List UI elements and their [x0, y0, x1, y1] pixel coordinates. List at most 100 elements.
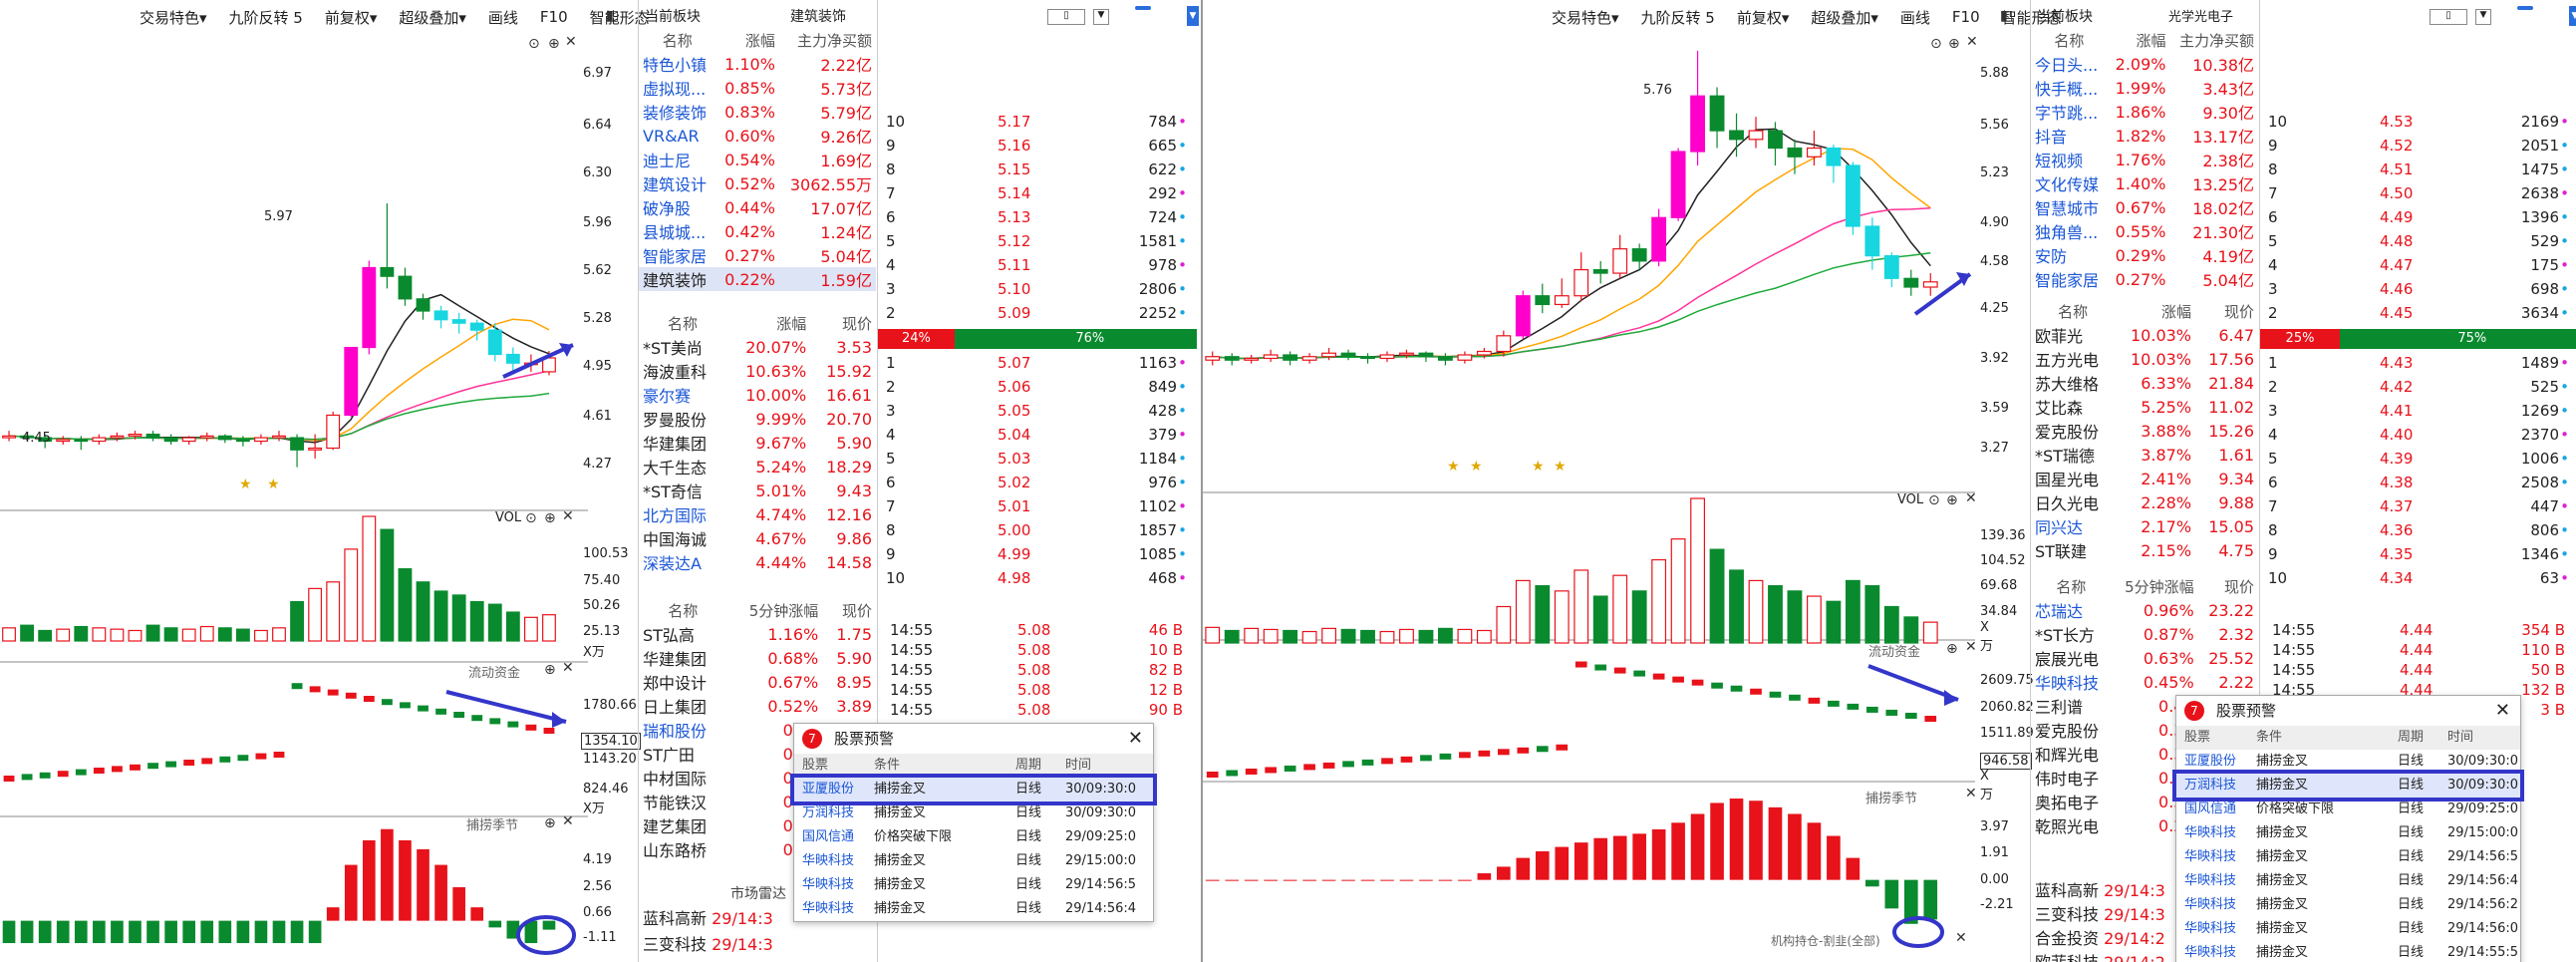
table-row[interactable]: 国星光电 2.41% 9.34: [2031, 467, 2258, 490]
settings-icon[interactable]: ⊙: [525, 510, 537, 526]
bid-row[interactable]: 10 4.98 468 •: [878, 566, 1197, 590]
table-row[interactable]: *ST奇信 5.01% 9.43: [639, 479, 876, 502]
table-row[interactable]: 破净股 0.44% 17.07亿: [639, 195, 876, 219]
info-icon[interactable]: ▯: [1047, 9, 1085, 25]
radar-row[interactable]: 合金投资 29/14:2: [2035, 929, 2165, 948]
column-header[interactable]: 现价: [2223, 302, 2254, 321]
column-header[interactable]: 名称: [662, 31, 693, 50]
alert-row[interactable]: 华映科技 捕捞金叉 日线 29/14:56:2: [2176, 893, 2520, 917]
toolbar-fuquan[interactable]: 前复权▾: [1736, 8, 1790, 27]
bid-row[interactable]: 6 4.38 2508 •: [2260, 471, 2576, 494]
ask-row[interactable]: 2 5.09 2252 •: [878, 301, 1197, 325]
close-icon[interactable]: ✕: [2494, 700, 2510, 721]
table-row[interactable]: 豪尔赛 10.00% 16.61: [639, 383, 876, 407]
table-row[interactable]: ST联建 2.15% 4.75: [2031, 538, 2258, 562]
table-row[interactable]: 智能家居 0.27% 5.04亿: [2031, 267, 2258, 291]
left-kline-chart[interactable]: ★ ★: [0, 30, 588, 962]
table-row[interactable]: 同兴达 2.17% 15.05: [2031, 514, 2258, 538]
add-icon[interactable]: ⊕: [1946, 492, 1958, 508]
table-row[interactable]: 迪士尼 0.54% 1.69亿: [639, 148, 876, 171]
column-header[interactable]: 名称: [2054, 31, 2085, 50]
table-row[interactable]: *ST瑞德 3.87% 1.61: [2031, 443, 2258, 467]
add-watchlist-button[interactable]: [1135, 6, 1151, 10]
ask-row[interactable]: 4 5.11 978 •: [878, 253, 1197, 277]
close-icon[interactable]: ✕: [1965, 786, 1977, 802]
table-row[interactable]: 日久光电 2.28% 9.88: [2031, 490, 2258, 514]
bid-row[interactable]: 1 5.07 1163 •: [878, 351, 1197, 375]
column-header[interactable]: 现价: [2223, 577, 2254, 596]
ask-row[interactable]: 9 4.52 2051 •: [2260, 134, 2576, 158]
bid-row[interactable]: 2 5.06 849 •: [878, 375, 1197, 399]
bid-row[interactable]: 3 4.41 1269 •: [2260, 399, 2576, 423]
column-header[interactable]: 名称: [667, 314, 698, 333]
column-header[interactable]: 主力净买额: [2178, 31, 2254, 50]
table-row[interactable]: 艾比森 5.25% 11.02: [2031, 395, 2258, 419]
toolbar-f10[interactable]: F10: [539, 8, 568, 26]
close-icon[interactable]: ✕: [1965, 639, 1977, 655]
alert-row[interactable]: 华映科技 捕捞金叉 日线 29/14:56:5: [2176, 845, 2520, 869]
column-header[interactable]: 名称: [668, 601, 699, 620]
toolbar-f10[interactable]: F10: [1951, 8, 1980, 26]
ask-row[interactable]: 6 4.49 1396 •: [2260, 205, 2576, 229]
table-row[interactable]: 深装达A 4.44% 14.58: [639, 550, 876, 574]
table-row[interactable]: 装修装饰 0.83% 5.79亿: [639, 100, 876, 124]
radar-row[interactable]: 蓝科高新 29/14:3: [643, 909, 773, 928]
add-icon[interactable]: ⊕: [544, 815, 556, 831]
alert-row[interactable]: 国风信通 价格突破下限 日线 29/09:25:0: [794, 825, 1153, 849]
table-row[interactable]: VR&AR 0.60% 9.26亿: [639, 124, 876, 148]
panel-toggle-icon[interactable]: ◧: [606, 8, 620, 24]
sector-current[interactable]: 建筑装饰: [790, 9, 846, 25]
table-row[interactable]: 日上集团 0.52% 3.89: [639, 694, 876, 718]
column-header[interactable]: 涨幅: [776, 314, 807, 333]
stock-alert-popup[interactable]: 7 股票预警 ✕ 股票 条件 周期 时间 亚厦股份 捕捞金叉 日线 30/09:30:0 万润科技 捕捞…: [2172, 695, 2524, 962]
ask-row[interactable]: 3 4.46 698 •: [2260, 277, 2576, 301]
toolbar-huaxian[interactable]: 画线: [1899, 8, 1930, 27]
table-row[interactable]: 短视频 1.76% 2.38亿: [2031, 148, 2258, 171]
toolbar-diejia[interactable]: 超级叠加▾: [1811, 8, 1878, 27]
popup-title-bar[interactable]: 7 股票预警 ✕: [794, 724, 1153, 754]
popup-title-bar[interactable]: 7 股票预警 ✕: [2176, 696, 2520, 726]
alert-row[interactable]: 华映科技 捕捞金叉 日线 29/14:56:5: [794, 873, 1153, 897]
table-row[interactable]: 快手概... 1.99% 3.43亿: [2031, 76, 2258, 100]
settings-icon[interactable]: ⊙: [1930, 36, 1942, 52]
close-icon[interactable]: ✕: [1955, 930, 1967, 946]
bid-row[interactable]: 4 5.04 379 •: [878, 423, 1197, 447]
alert-row[interactable]: 华映科技 捕捞金叉 日线 29/14:56:0: [2176, 917, 2520, 941]
radar-row[interactable]: 三变科技 29/14:3: [2035, 905, 2165, 924]
ask-row[interactable]: 5 5.12 1581 •: [878, 229, 1197, 253]
bid-row[interactable]: 9 4.35 1346 •: [2260, 542, 2576, 566]
toolbar-zhineng[interactable]: 智能形态: [589, 8, 650, 27]
toolbar-jiaoyi[interactable]: 交易特色▾: [1552, 8, 1619, 27]
bid-row[interactable]: 8 5.00 1857 •: [878, 518, 1197, 542]
bid-row[interactable]: 5 5.03 1184 •: [878, 447, 1197, 471]
toolbar-huaxian[interactable]: 画线: [487, 8, 518, 27]
table-row[interactable]: 安防 0.29% 4.19亿: [2031, 243, 2258, 267]
ask-row[interactable]: 5 4.48 529 •: [2260, 229, 2576, 253]
table-row[interactable]: 华建集团 0.68% 5.90: [639, 646, 876, 670]
close-icon[interactable]: ✕: [1966, 34, 1978, 50]
dropdown-icon[interactable]: ▼: [1093, 9, 1109, 25]
column-header[interactable]: 涨幅: [2161, 302, 2192, 321]
ask-row[interactable]: 9 5.16 665 •: [878, 134, 1197, 158]
settings-icon[interactable]: ⊙: [1928, 492, 1940, 508]
table-row[interactable]: 建筑装饰 0.22% 1.59亿: [639, 267, 876, 291]
toolbar-jiujie[interactable]: 九阶反转 5: [1640, 8, 1715, 27]
ask-row[interactable]: 3 5.10 2806 •: [878, 277, 1197, 301]
bid-row[interactable]: 9 4.99 1085 •: [878, 542, 1197, 566]
table-row[interactable]: 虚拟现... 0.85% 5.73亿: [639, 76, 876, 100]
add-icon[interactable]: ⊕: [548, 36, 560, 52]
table-row[interactable]: 字节跳... 1.86% 9.30亿: [2031, 100, 2258, 124]
table-row[interactable]: 智能家居 0.27% 5.04亿: [639, 243, 876, 267]
ask-row[interactable]: 10 4.53 2169 •: [2260, 110, 2576, 134]
close-icon[interactable]: ✕: [565, 34, 577, 50]
table-row[interactable]: 郑中设计 0.67% 8.95: [639, 670, 876, 694]
toolbar-jiaoyi[interactable]: 交易特色▾: [140, 8, 207, 27]
add-watchlist-dropdown-icon[interactable]: ▼: [2569, 6, 2576, 26]
table-row[interactable]: 抖音 1.82% 13.17亿: [2031, 124, 2258, 148]
column-header[interactable]: 涨幅: [744, 31, 775, 50]
toolbar-jiujie[interactable]: 九阶反转 5: [228, 8, 303, 27]
table-row[interactable]: 海波重科 10.63% 15.92: [639, 359, 876, 383]
stock-alert-popup[interactable]: 7 股票预警 ✕ 股票 条件 周期 时间 亚厦股份 捕捞金叉 日线 30/09:30:0 万润科技 捕捞…: [790, 723, 1157, 922]
alert-row[interactable]: 万润科技 捕捞金叉 日线 30/09:30:0: [794, 802, 1153, 825]
table-row[interactable]: 中国海诚 4.67% 9.86: [639, 526, 876, 550]
